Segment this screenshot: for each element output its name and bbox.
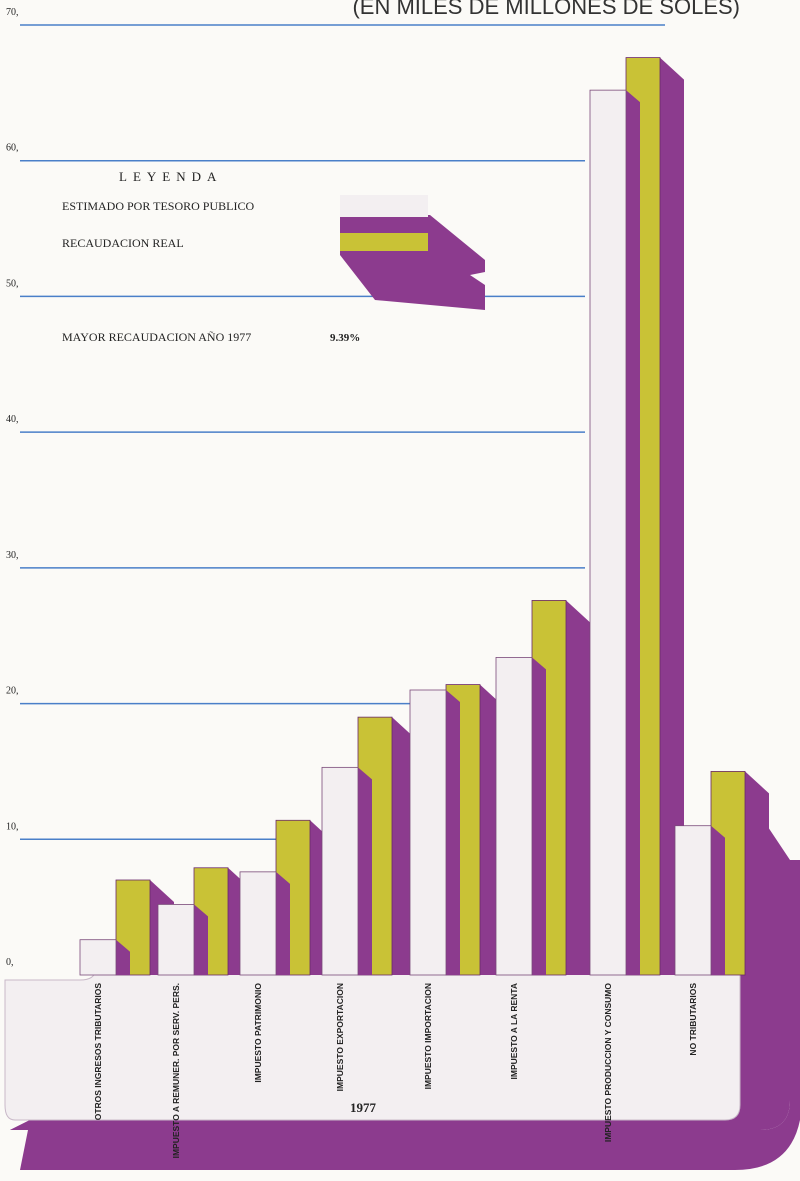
bar xyxy=(239,871,277,976)
x-tick-label: IMPUESTO A REMUNER. POR SERV. PERS. xyxy=(171,983,181,1158)
base-plate xyxy=(4,969,741,1121)
bar xyxy=(589,89,627,976)
x-tick-label: IMPUESTO EXPORTACION xyxy=(335,983,345,1091)
bar xyxy=(321,766,359,976)
x-axis-label: 1977 xyxy=(350,1100,377,1115)
legend-label: ESTIMADO POR TESORO PUBLICO xyxy=(62,199,254,213)
bar-shadow xyxy=(116,939,130,975)
y-tick-label: 50, xyxy=(6,278,19,289)
x-tick-label: OTROS INGRESOS TRIBUTARIOS xyxy=(93,983,103,1121)
annotation: MAYOR RECAUDACION AÑO 1977 xyxy=(62,330,251,344)
x-tick-label: IMPUESTO A LA RENTA xyxy=(509,983,519,1080)
y-tick-label: 20, xyxy=(6,686,19,697)
y-tick-label: 0, xyxy=(6,957,14,968)
bar-shadow xyxy=(194,904,208,975)
bar xyxy=(157,904,195,976)
bar-shadow xyxy=(566,600,590,975)
bar xyxy=(674,825,712,976)
y-tick-label: 70, xyxy=(6,7,19,18)
legend-title: LEYENDA xyxy=(119,169,222,184)
bars: OTROS INGRESOS TRIBUTARIOS IMPUESTO A REM… xyxy=(79,57,769,1158)
bar-shadow xyxy=(532,657,546,975)
bar-shadow xyxy=(711,825,725,975)
floor xyxy=(10,860,800,1170)
x-tick-label: IMPUESTO PRODUCCION Y CONSUMO xyxy=(603,983,613,1143)
bar xyxy=(79,939,117,976)
bar-shadow xyxy=(745,771,769,975)
y-tick-label: 40, xyxy=(6,414,19,425)
bar-shadow xyxy=(626,90,640,975)
bar xyxy=(409,689,447,976)
chart-title: (EN MILES DE MILLONES DE SOLES) xyxy=(352,0,740,19)
bar-shadow xyxy=(660,57,684,976)
legend-swatch xyxy=(340,233,428,251)
bar-shadow xyxy=(446,690,460,975)
x-tick-label: IMPUESTO IMPORTACION xyxy=(423,983,433,1089)
y-tick-label: 10, xyxy=(6,821,19,832)
legend-swatch xyxy=(340,195,428,217)
y-tick-label: 30, xyxy=(6,550,19,561)
bar-shadow xyxy=(358,767,372,975)
x-tick-label: IMPUESTO PATRIMONIO xyxy=(253,983,263,1083)
legend-label: RECAUDACION REAL xyxy=(62,236,184,250)
bar-shadow xyxy=(276,871,290,975)
y-tick-label: 60, xyxy=(6,143,19,154)
annotation-value: 9.39% xyxy=(330,332,360,344)
bar xyxy=(495,657,533,976)
x-tick-label: NO TRIBUTARIOS xyxy=(688,983,698,1056)
